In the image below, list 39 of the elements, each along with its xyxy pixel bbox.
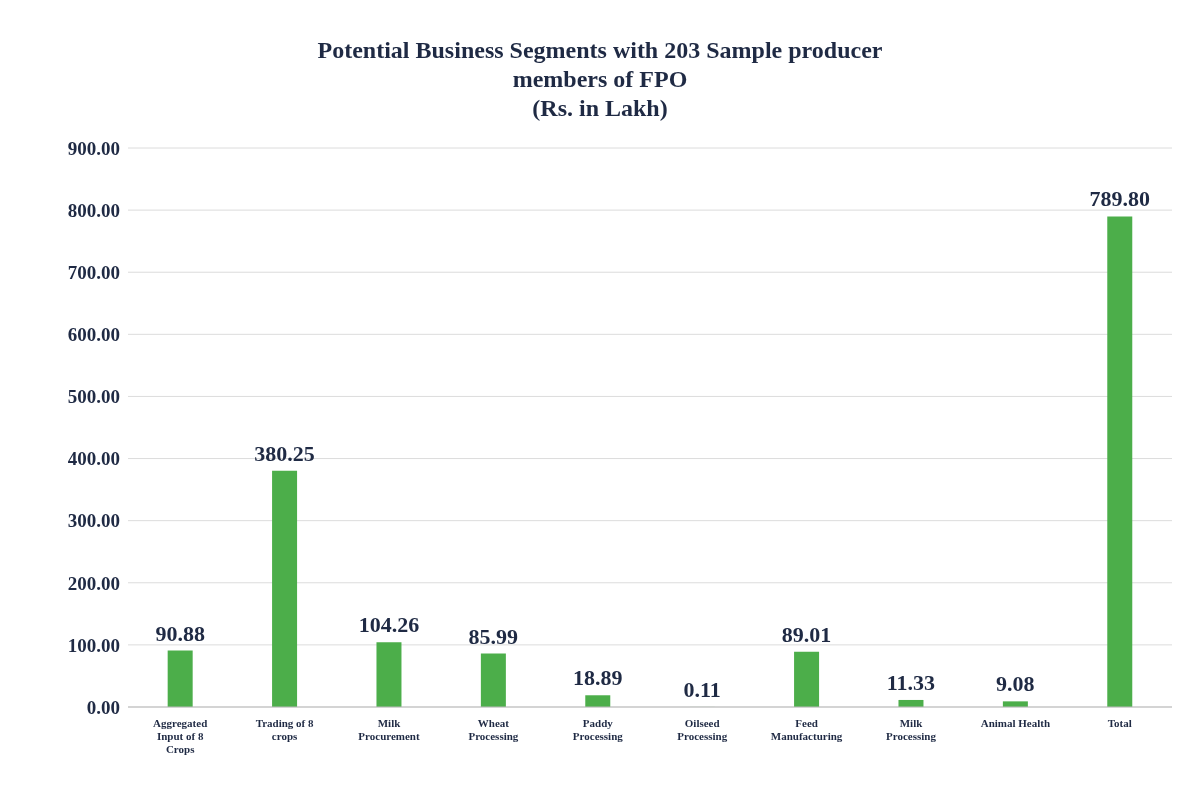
data-label: 85.99 <box>468 623 519 649</box>
data-label: 9.08 <box>996 671 1035 697</box>
bar <box>1107 216 1133 707</box>
x-tick-label: Oilseed Processing <box>677 717 728 742</box>
y-tick-label: 500.00 <box>67 386 120 408</box>
data-label: 89.01 <box>781 621 832 647</box>
bar <box>585 695 611 707</box>
y-tick-label: 0.00 <box>86 696 120 718</box>
x-tick-label: Total <box>1107 717 1132 729</box>
y-tick-label: 200.00 <box>67 572 120 594</box>
bar <box>272 470 298 707</box>
x-tick-label: Milk Procurement <box>358 717 420 742</box>
y-tick-label: 100.00 <box>67 634 120 656</box>
x-tick-label: Aggregated Input of 8 Crops <box>153 717 208 755</box>
x-tick-label: Trading of 8 crops <box>255 717 315 742</box>
bar <box>480 653 506 707</box>
data-label: 789.80 <box>1089 186 1151 212</box>
data-label: 18.89 <box>573 665 623 691</box>
data-label: 90.88 <box>155 620 205 646</box>
data-label: 11.33 <box>886 669 936 695</box>
y-tick-label: 400.00 <box>67 448 120 470</box>
y-tick-label: 800.00 <box>67 199 120 221</box>
y-tick-label: 600.00 <box>67 324 120 346</box>
data-label: 104.26 <box>358 612 420 638</box>
x-tick-label: Feed Manufacturing <box>770 717 843 742</box>
y-tick-label: 300.00 <box>67 510 120 532</box>
chart-subtitle: (Rs. in Lakh) <box>531 94 669 123</box>
x-tick-label: Milk Processing <box>886 717 937 742</box>
x-tick-label: Paddy Processing <box>572 717 624 742</box>
data-label: 0.11 <box>683 676 721 702</box>
y-tick-label: 900.00 <box>67 137 120 159</box>
y-tick-label: 700.00 <box>67 261 120 283</box>
bar <box>167 650 193 707</box>
bar <box>376 642 402 707</box>
x-tick-label: Animal Health <box>980 717 1051 729</box>
x-tick-label: Wheat Processing <box>468 717 519 742</box>
chart-title: Potential Business Segments with 203 Sample producer members of FPO <box>316 36 884 94</box>
bar <box>794 651 820 707</box>
data-label: 380.25 <box>254 440 315 466</box>
